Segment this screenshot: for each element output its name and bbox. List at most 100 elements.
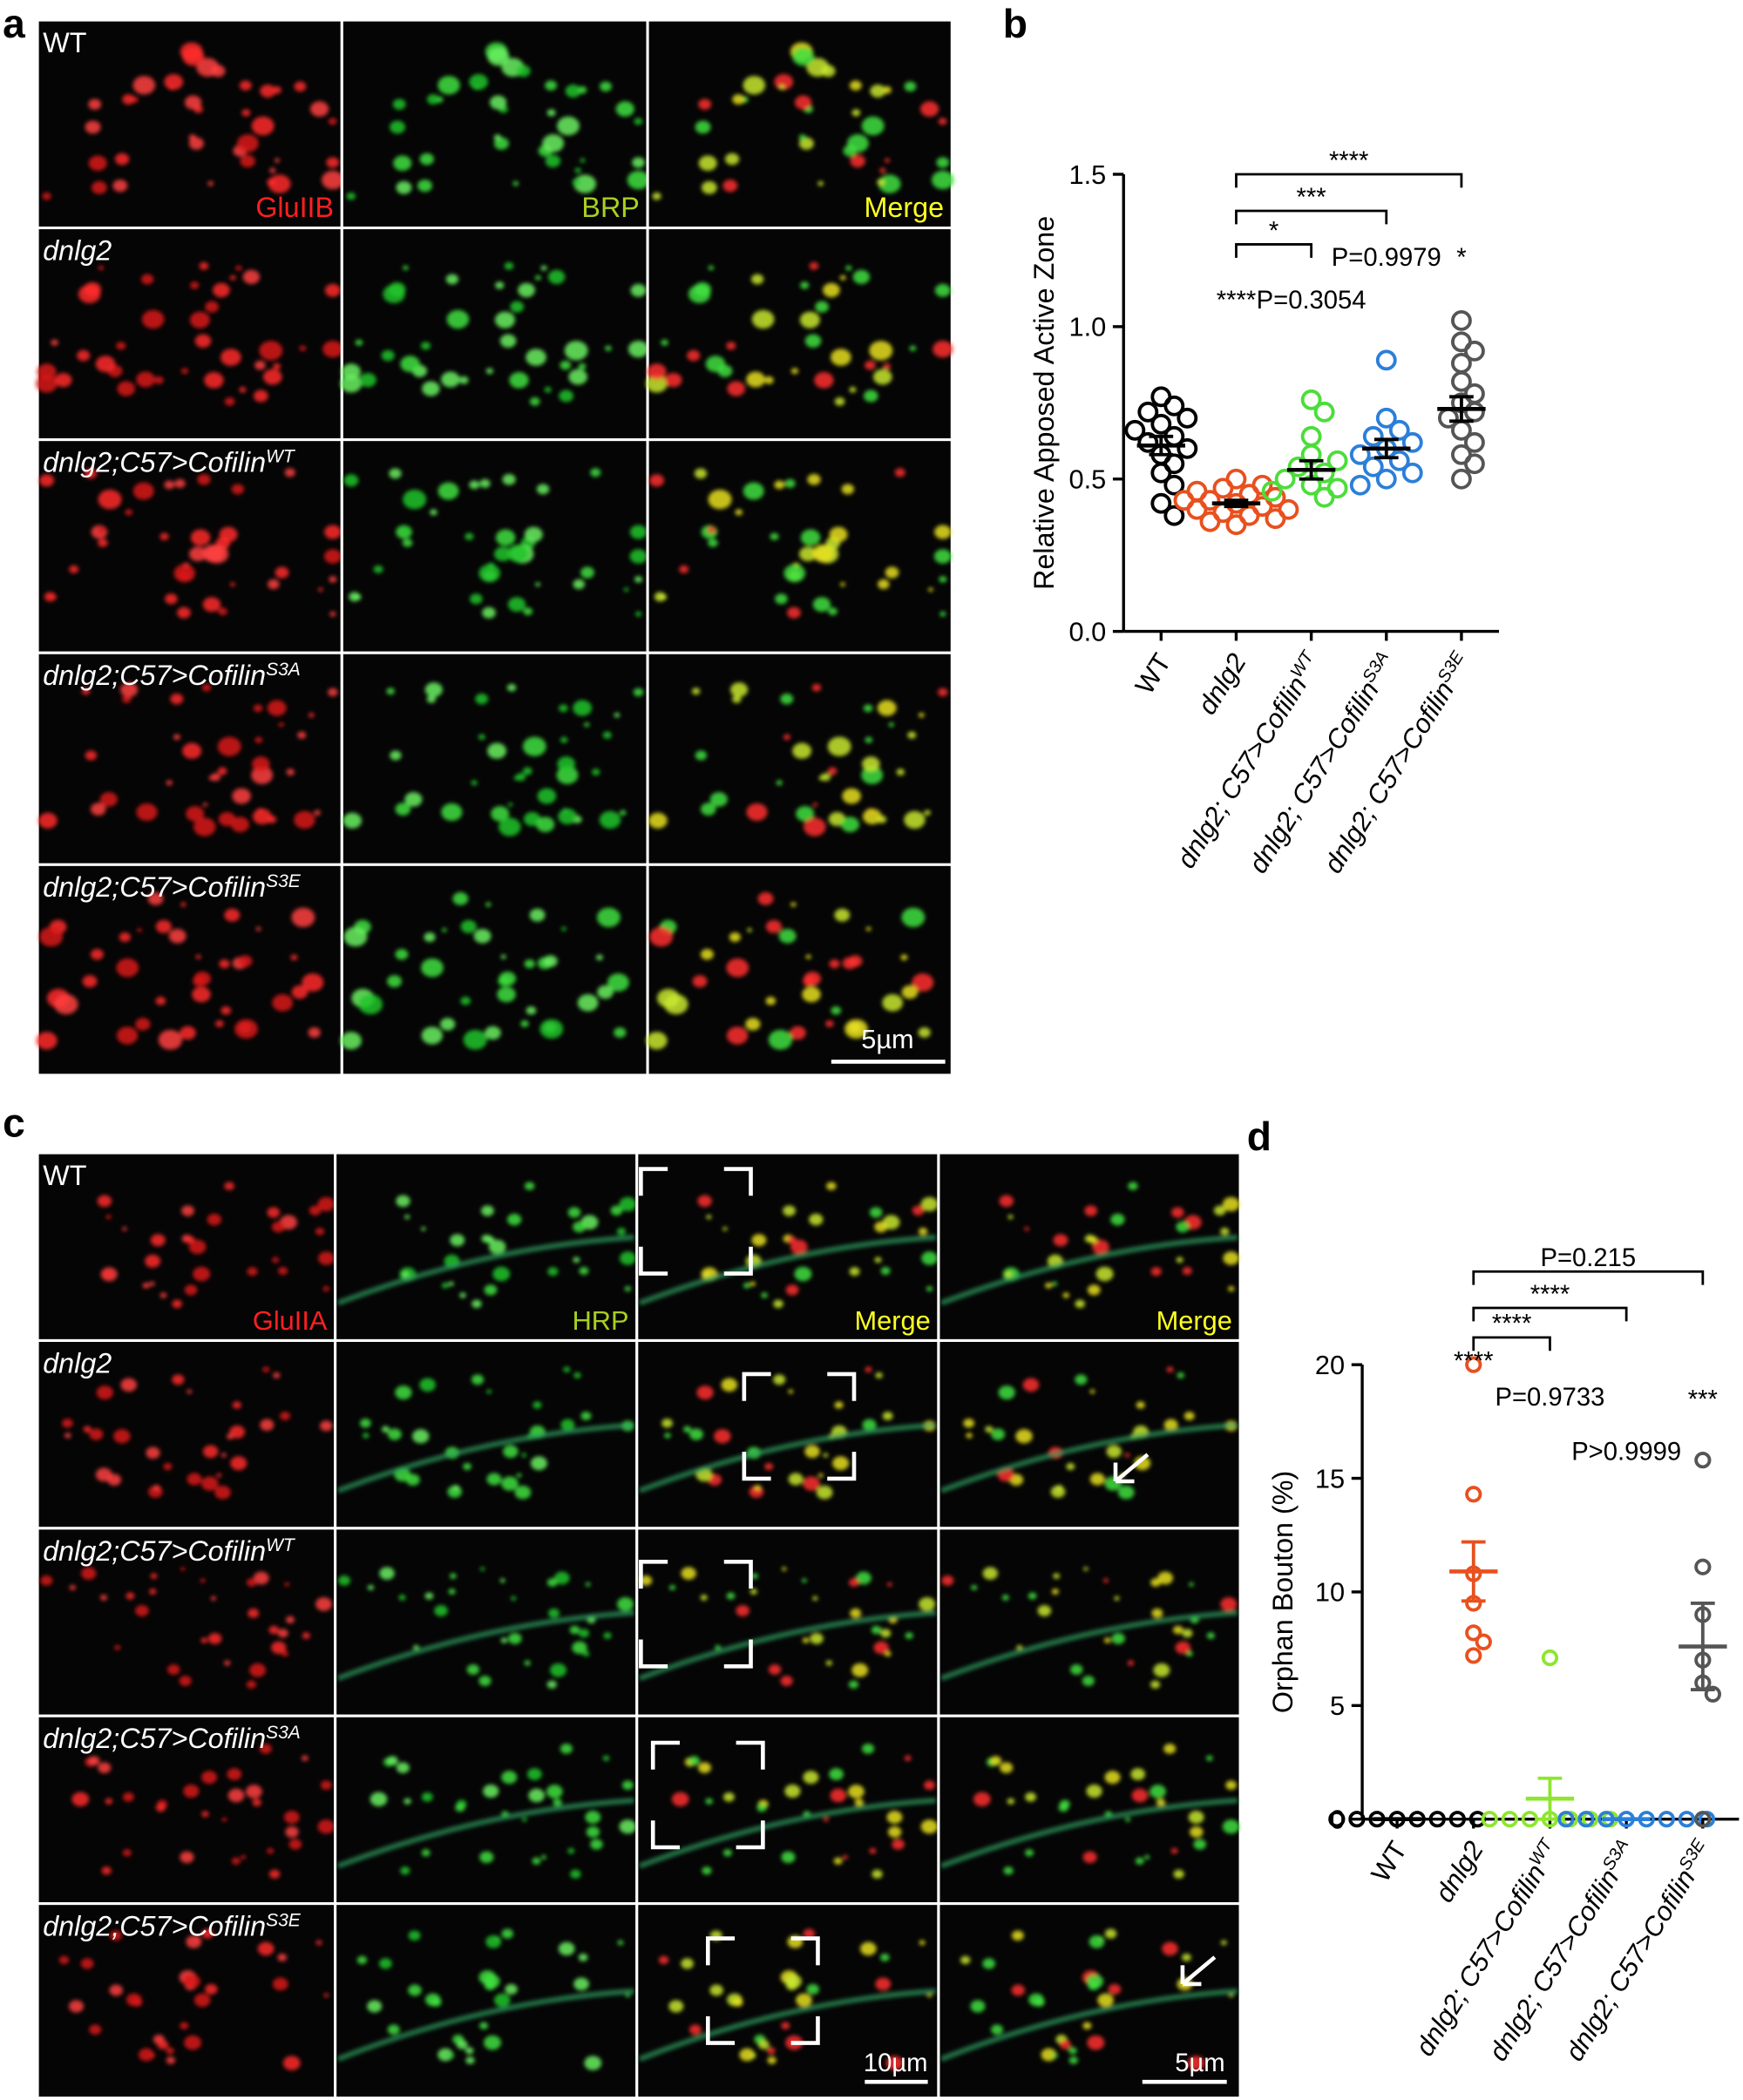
- blob: [491, 806, 510, 822]
- blob: [1150, 1680, 1161, 1689]
- blob: [885, 566, 899, 579]
- y-tick-label: 0.5: [1068, 464, 1106, 495]
- blob: [83, 1426, 92, 1433]
- blob: [722, 1792, 735, 1802]
- blob: [1162, 1941, 1178, 1956]
- blob: [1051, 1281, 1058, 1286]
- blob: [149, 1589, 157, 1595]
- blob: [188, 546, 207, 562]
- blob: [388, 281, 406, 297]
- blob: [227, 1433, 234, 1440]
- blob: [776, 780, 783, 786]
- blob: [95, 356, 116, 373]
- blob: [1183, 1412, 1195, 1420]
- blob: [482, 606, 496, 619]
- blob: [275, 566, 289, 579]
- data-point: [1177, 407, 1198, 429]
- blob: [90, 949, 104, 960]
- blob: [186, 1236, 195, 1244]
- blob: [249, 1663, 267, 1677]
- blob: [536, 484, 550, 495]
- blob: [180, 902, 187, 907]
- blob: [473, 85, 480, 91]
- blob: [346, 192, 356, 200]
- significance-label: ***: [1297, 184, 1326, 212]
- blob: [1089, 1934, 1105, 1948]
- blob: [524, 1660, 531, 1666]
- blob: [553, 1799, 562, 1806]
- blob: [455, 1803, 465, 1812]
- blob: [688, 1756, 701, 1766]
- annotation: P>0.9999: [1571, 1439, 1681, 1467]
- blob: [215, 1020, 224, 1027]
- row-label: WT: [43, 1160, 86, 1191]
- blob: [508, 1632, 522, 1644]
- blob: [877, 700, 897, 716]
- micrograph: [635, 1338, 940, 1530]
- error-bar: [1373, 437, 1399, 460]
- blob: [88, 98, 102, 110]
- blob: [567, 1847, 575, 1854]
- x-tick-label: WT: [1129, 647, 1177, 699]
- blob: [164, 73, 184, 91]
- blob: [646, 374, 668, 393]
- blob: [183, 1784, 200, 1799]
- blob: [284, 468, 295, 478]
- blob: [694, 281, 711, 297]
- blob: [101, 1866, 112, 1875]
- blob: [90, 803, 106, 816]
- blob: [580, 566, 594, 579]
- blob: [1150, 1578, 1161, 1587]
- blob: [883, 362, 892, 370]
- blob: [809, 1213, 824, 1226]
- blob: [205, 301, 219, 313]
- blob: [37, 363, 57, 380]
- blob: [220, 1006, 232, 1015]
- blob: [179, 1676, 192, 1686]
- blob: [242, 269, 261, 284]
- blob: [727, 381, 746, 396]
- blob: [317, 1819, 336, 1834]
- label-text: dnlg2;C57>Cofilin: [43, 660, 266, 691]
- data-point: [1137, 431, 1159, 453]
- blob: [545, 80, 558, 91]
- blob: [188, 134, 197, 141]
- blob: [247, 1267, 258, 1277]
- blob: [599, 810, 621, 830]
- blob: [320, 1420, 333, 1432]
- blob: [880, 1266, 891, 1276]
- blob: [360, 1418, 371, 1428]
- blob: [652, 192, 661, 200]
- blob: [116, 1026, 139, 1045]
- blob: [543, 955, 558, 967]
- blob: [521, 1453, 527, 1458]
- blob: [1005, 1271, 1013, 1278]
- row-label: dnlg2;C57>CofilinS3A: [43, 1723, 301, 1755]
- blob: [714, 1429, 731, 1444]
- blob: [503, 1445, 519, 1459]
- micrograph-signal: [36, 261, 343, 406]
- blob: [578, 362, 587, 370]
- micrograph-signal: [97, 1182, 336, 1309]
- blob: [542, 134, 565, 152]
- blob: [679, 565, 689, 573]
- blob: [135, 1018, 151, 1031]
- blob: [904, 810, 926, 830]
- blob: [557, 756, 576, 772]
- blob: [1106, 1445, 1122, 1459]
- blob: [463, 1029, 488, 1050]
- blob: [614, 1027, 627, 1038]
- blob: [478, 734, 485, 741]
- blob: [788, 1389, 794, 1394]
- blob: [920, 1819, 939, 1834]
- blob: [912, 1205, 925, 1216]
- row-label: dnlg2: [43, 1347, 112, 1379]
- blob: [1055, 1485, 1063, 1491]
- data-point: [1137, 401, 1159, 423]
- blob: [560, 736, 568, 743]
- blob: [149, 2053, 156, 2059]
- blob: [239, 386, 247, 393]
- blob: [869, 1847, 877, 1854]
- blob: [530, 1456, 547, 1471]
- blob: [498, 971, 517, 986]
